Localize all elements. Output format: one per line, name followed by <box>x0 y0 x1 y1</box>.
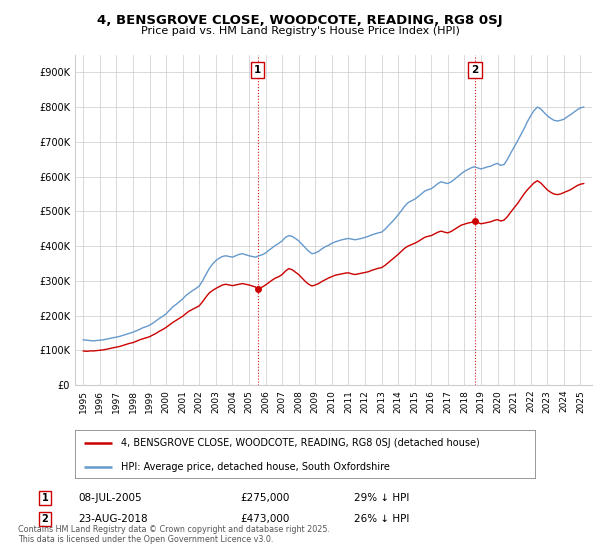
Text: HPI: Average price, detached house, South Oxfordshire: HPI: Average price, detached house, Sout… <box>121 463 390 473</box>
Text: 29% ↓ HPI: 29% ↓ HPI <box>354 493 409 503</box>
Text: 4, BENSGROVE CLOSE, WOODCOTE, READING, RG8 0SJ: 4, BENSGROVE CLOSE, WOODCOTE, READING, R… <box>97 14 503 27</box>
Text: 2: 2 <box>41 514 49 524</box>
Text: £275,000: £275,000 <box>240 493 289 503</box>
Text: £473,000: £473,000 <box>240 514 289 524</box>
Text: 08-JUL-2005: 08-JUL-2005 <box>78 493 142 503</box>
Text: 1: 1 <box>254 65 262 75</box>
Text: 26% ↓ HPI: 26% ↓ HPI <box>354 514 409 524</box>
Text: 23-AUG-2018: 23-AUG-2018 <box>78 514 148 524</box>
Text: Contains HM Land Registry data © Crown copyright and database right 2025.
This d: Contains HM Land Registry data © Crown c… <box>18 525 330 544</box>
Text: 2: 2 <box>472 65 479 75</box>
Text: 1: 1 <box>41 493 49 503</box>
Text: Price paid vs. HM Land Registry's House Price Index (HPI): Price paid vs. HM Land Registry's House … <box>140 26 460 36</box>
Text: 4, BENSGROVE CLOSE, WOODCOTE, READING, RG8 0SJ (detached house): 4, BENSGROVE CLOSE, WOODCOTE, READING, R… <box>121 438 480 449</box>
